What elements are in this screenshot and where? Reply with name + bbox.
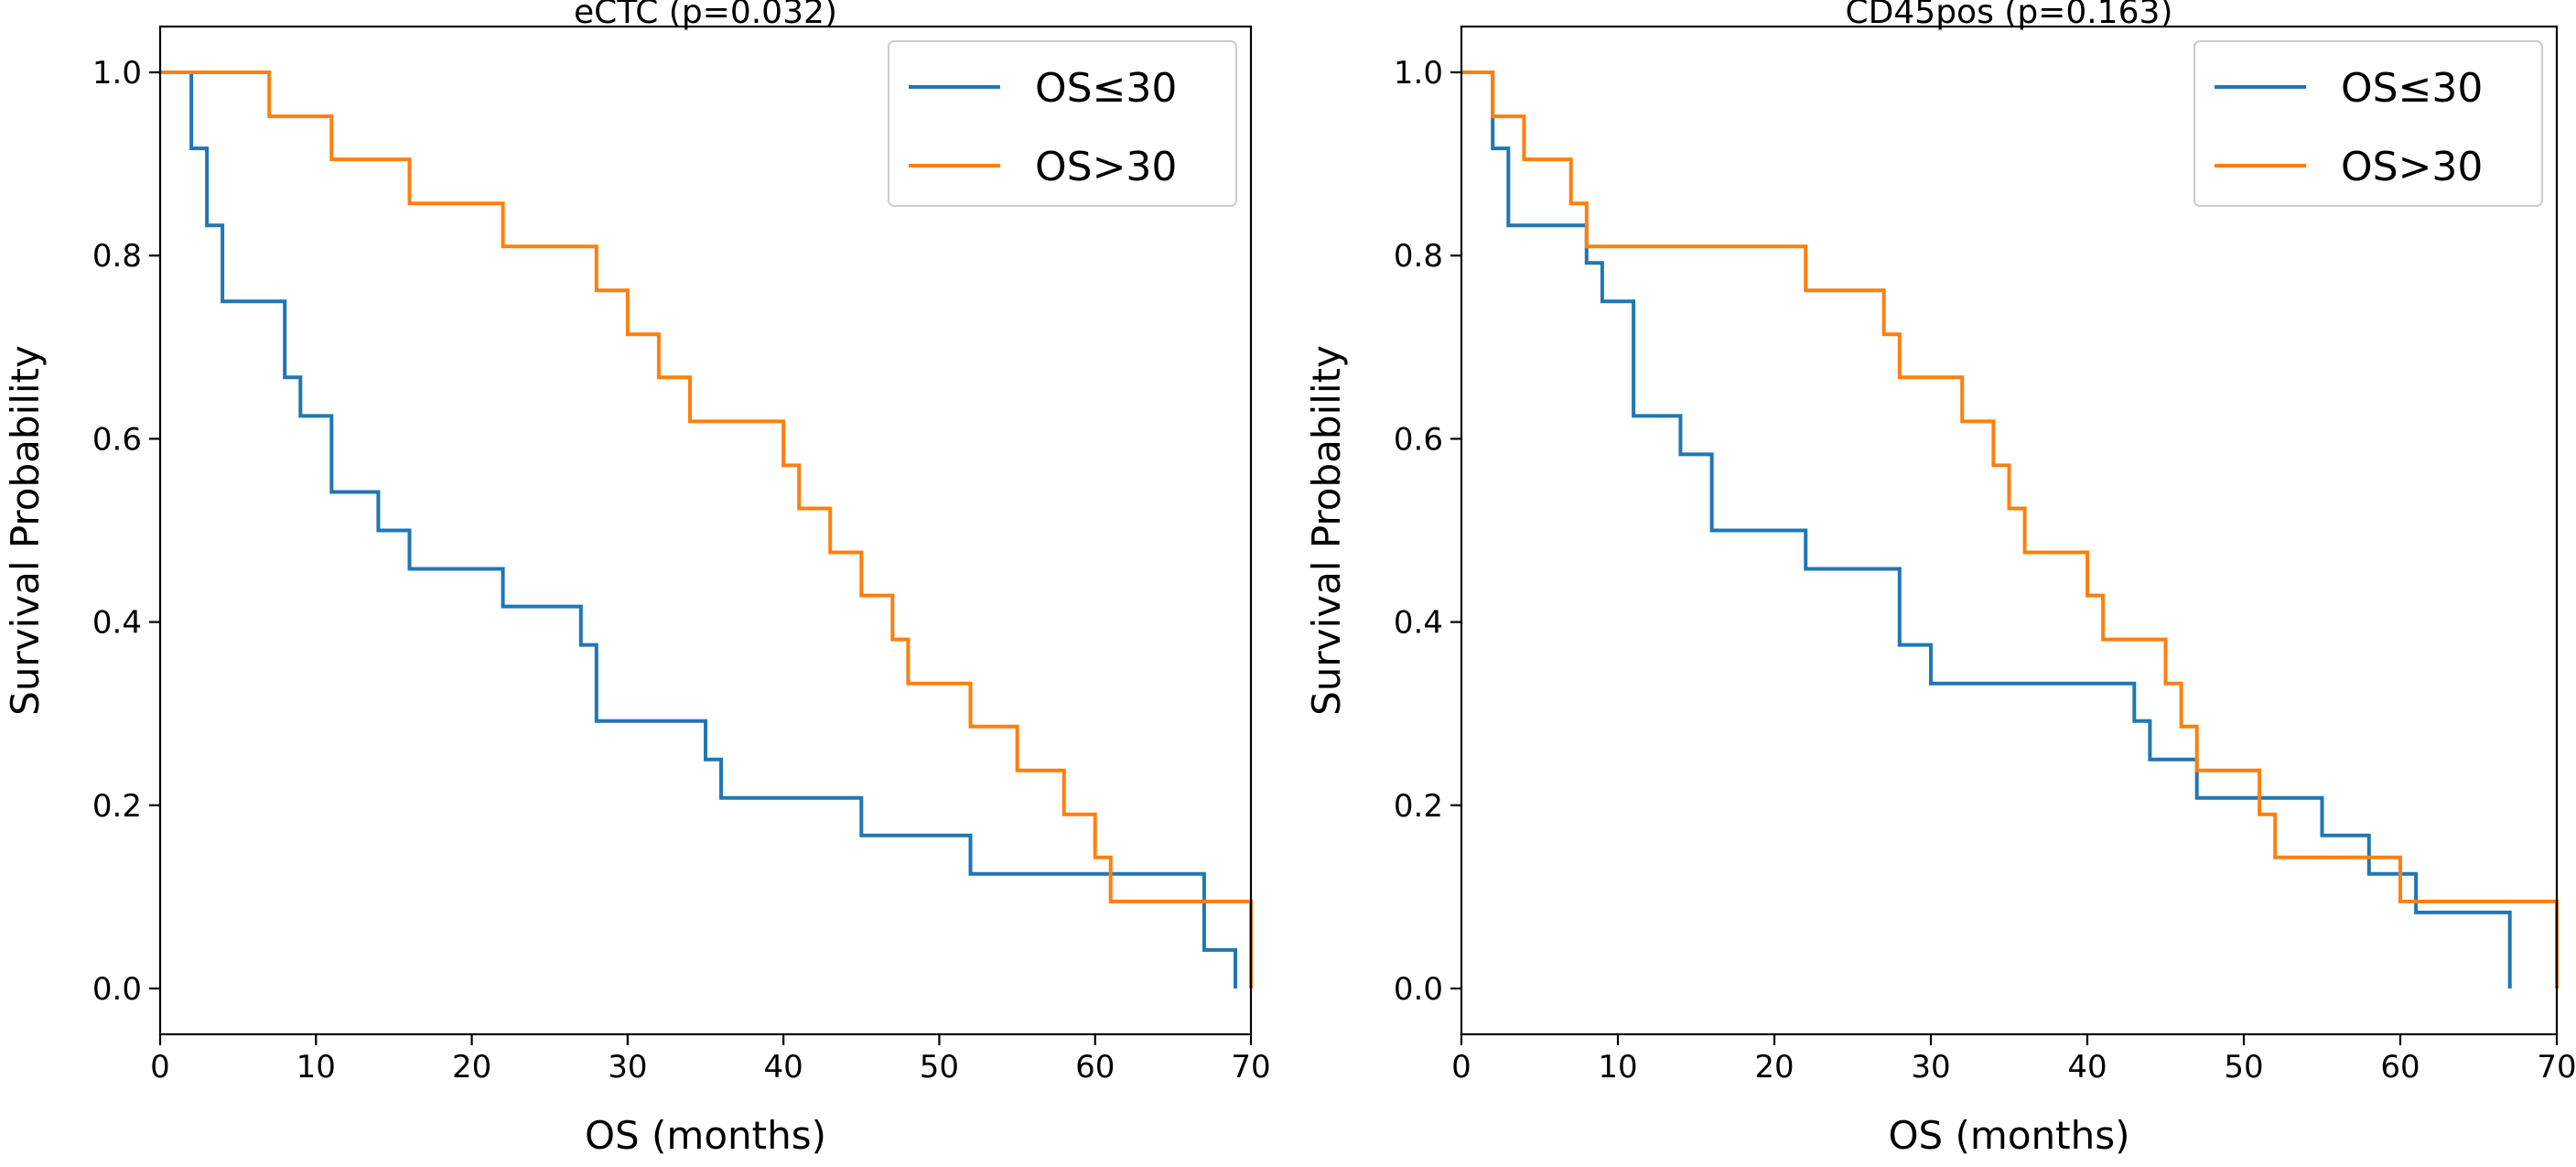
cd45pos-legend-label: OS≤30: [2341, 65, 2483, 112]
cd45pos-legend: OS≤30 OS>30: [2193, 40, 2543, 207]
ectc-y-tick-label: 0.2: [92, 788, 142, 825]
cd45pos-y-tick-label: 0.8: [1394, 238, 1443, 275]
cd45pos-series-line-os-le-30: [1461, 70, 2512, 989]
ectc-panel: eCTC (p=0.032)0 10 20 30 40 50 60 700.00.20.40.…: [3, 0, 1271, 1158]
ectc-legend: OS≤30 OS>30: [888, 40, 1237, 207]
ectc-x-tick-label: 60: [1075, 1049, 1115, 1086]
ectc-x-tick-label: 0: [150, 1049, 170, 1086]
cd45pos-panel: CD45pos (p=0.163)0 10 20 30 40 50 60 700.00.20.…: [1304, 0, 2576, 1158]
cd45pos-y-axis-label: Survival Probability: [1304, 345, 1349, 716]
cd45pos-y-tick-label: 0.4: [1394, 605, 1443, 642]
cd45pos-y-tick-label: 1.0: [1394, 55, 1443, 92]
ectc-x-tick-label: 50: [920, 1049, 959, 1086]
ectc-x-tick-label: 10: [296, 1049, 336, 1086]
ectc-y-tick-label: 0.8: [92, 238, 142, 275]
cd45pos-axes-frame: [1460, 25, 2559, 1036]
cd45pos-x-tick-label: 40: [2067, 1049, 2107, 1086]
ectc-x-tick-label: 30: [608, 1049, 647, 1086]
ectc-axes-frame: [158, 25, 1253, 1036]
cd45pos-x-tick-label: 0: [1451, 1049, 1471, 1086]
ectc-y-axis-label: Survival Probability: [3, 345, 48, 716]
cd45pos-series-line-os-gt-30: [1461, 70, 2559, 989]
cd45pos-y-tick-label: 0.6: [1394, 421, 1443, 458]
ectc-x-axis-label: OS (months): [585, 1113, 826, 1158]
ectc-legend-label: OS>30: [1035, 144, 1177, 190]
cd45pos-y-tick-label: 0.0: [1394, 971, 1443, 1008]
cd45pos-y-tick-label: 0.2: [1394, 788, 1443, 825]
ectc-x-tick-label: 70: [1231, 1049, 1270, 1086]
ectc-x-tick-label: 20: [452, 1049, 491, 1086]
cd45pos-x-tick-label: 50: [2224, 1049, 2263, 1086]
cd45pos-x-tick-label: 20: [1754, 1049, 1794, 1086]
cd45pos-legend-label: OS>30: [2341, 144, 2483, 190]
cd45pos-x-axis-label: OS (months): [1888, 1113, 2129, 1158]
cd45pos-x-tick-label: 60: [2380, 1049, 2420, 1086]
ectc-x-tick-label: 40: [764, 1049, 803, 1086]
cd45pos-x-tick-label: 10: [1598, 1049, 1637, 1086]
ectc-series-line-os-gt-30: [160, 70, 1253, 989]
cd45pos-x-tick-label: 30: [1911, 1049, 1950, 1086]
cd45pos-x-tick-label: 70: [2537, 1049, 2576, 1086]
ectc-y-tick-label: 1.0: [92, 55, 142, 92]
ectc-y-tick-label: 0.4: [92, 605, 142, 642]
ectc-y-tick-label: 0.6: [92, 421, 142, 458]
ectc-y-tick-label: 0.0: [92, 971, 142, 1008]
ectc-legend-label: OS≤30: [1035, 65, 1177, 112]
ectc-series-line-os-le-30: [160, 70, 1237, 989]
